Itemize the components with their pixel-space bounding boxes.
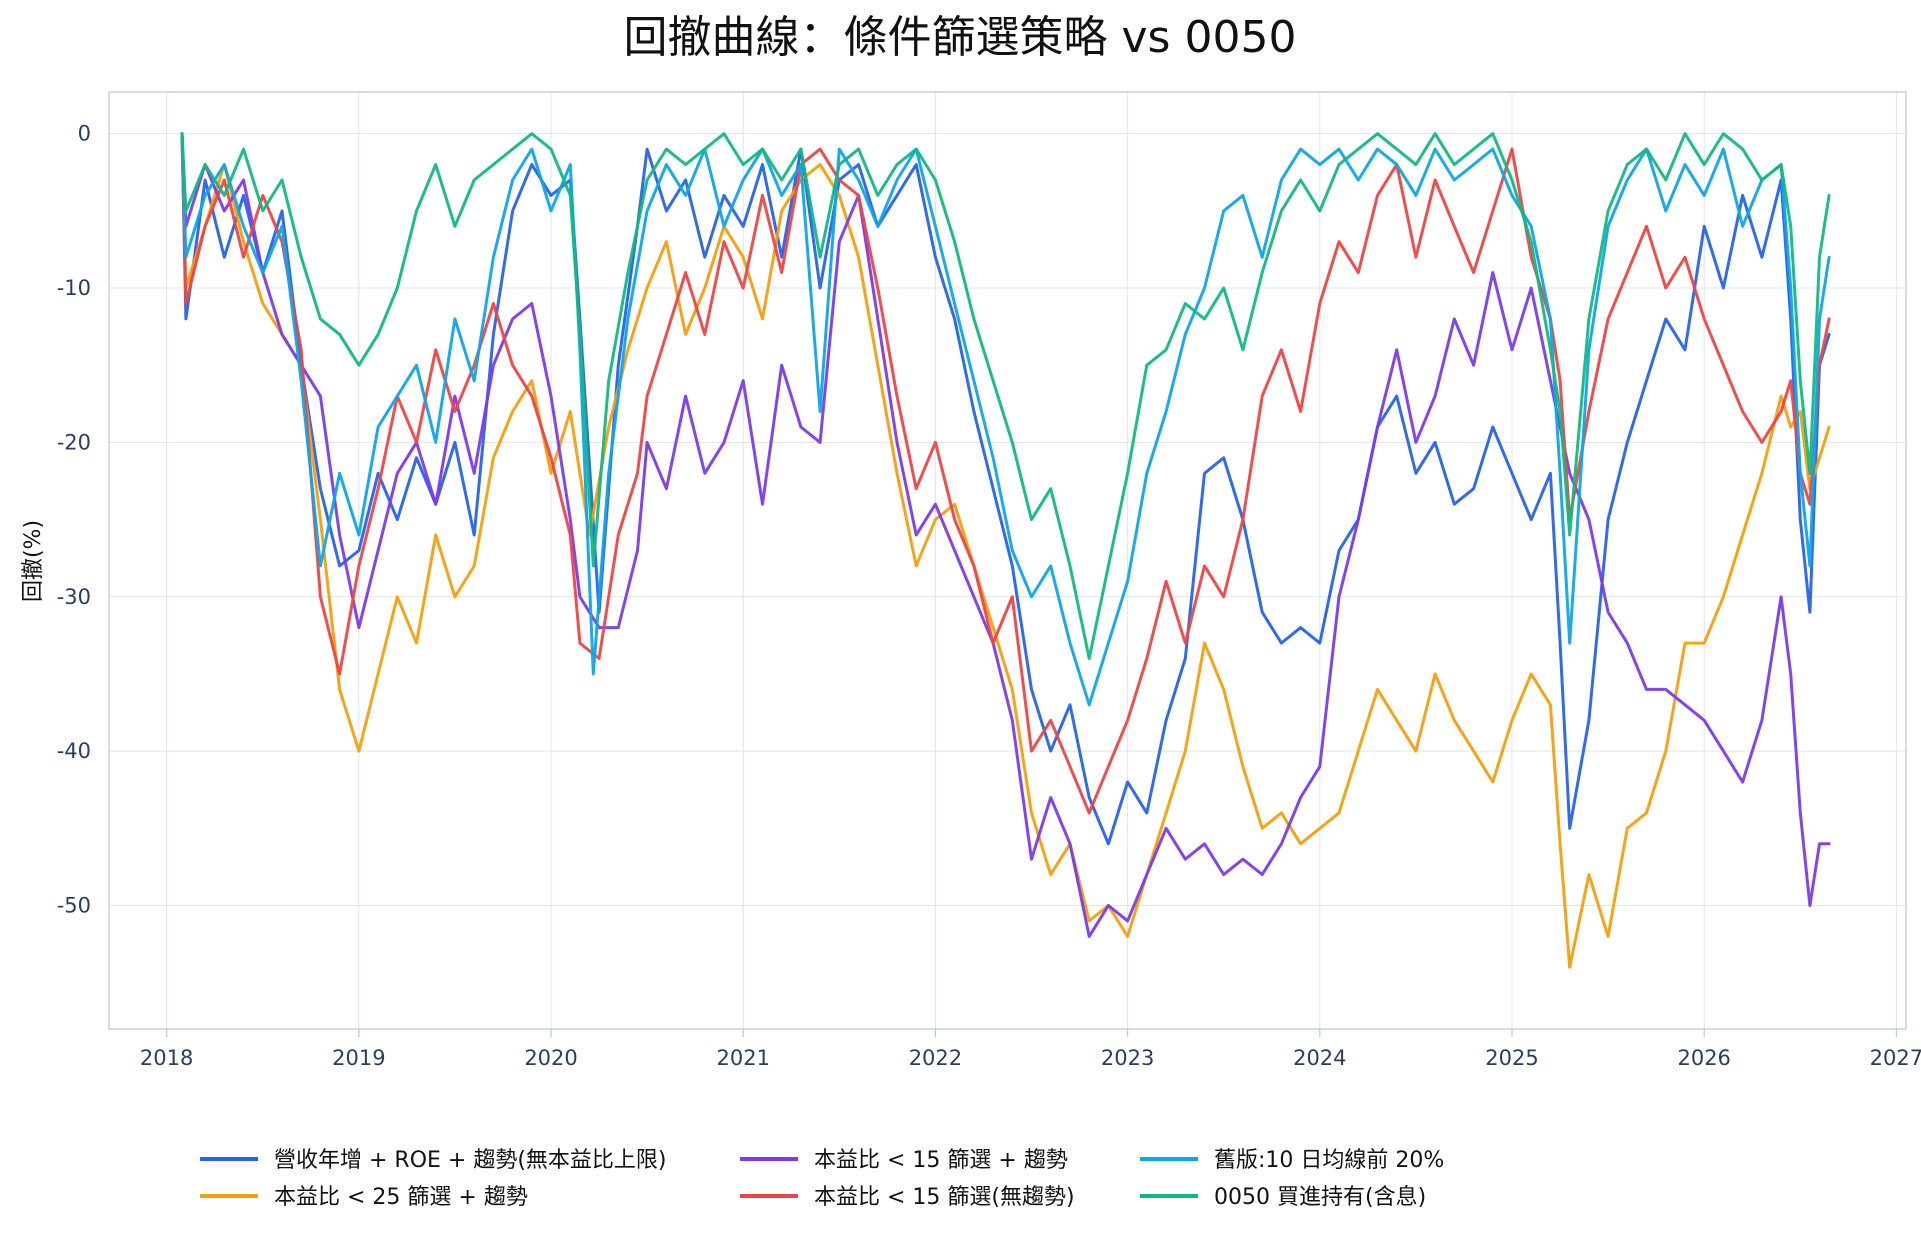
x-tick-label: 2027 <box>1870 1046 1921 1070</box>
y-tick-label: 0 <box>78 122 91 146</box>
legend-label: 營收年增 + ROE + 趨勢(無本益比上限) <box>274 1148 667 1173</box>
x-tick-label: 2022 <box>909 1046 962 1070</box>
legend-item[interactable]: 0050 買進持有(含息) <box>1140 1185 1426 1210</box>
series-line-6 <box>180 132 1831 660</box>
legend-label: 0050 買進持有(含息) <box>1214 1185 1426 1210</box>
y-tick-label: -40 <box>57 739 91 763</box>
legend-item[interactable]: 本益比 < 15 篩選 + 趨勢 <box>740 1148 1068 1173</box>
legend-label: 舊版:10 日均線前 20% <box>1214 1148 1444 1173</box>
x-tick-label: 2024 <box>1293 1046 1346 1070</box>
legend-label: 本益比 < 25 篩選 + 趨勢 <box>274 1185 528 1210</box>
x-tick-label: 2026 <box>1677 1046 1730 1070</box>
legend-item[interactable]: 舊版:10 日均線前 20% <box>1140 1148 1444 1173</box>
legend-item[interactable]: 本益比 < 15 篩選(無趨勢) <box>740 1185 1075 1210</box>
chart-title: 回撤曲線：條件篩選策略 vs 0050 <box>624 12 1297 63</box>
series-line-2 <box>180 132 1831 969</box>
series-layer <box>180 132 1831 969</box>
legend-item[interactable]: 營收年增 + ROE + 趨勢(無本益比上限) <box>200 1148 667 1173</box>
series-line-5 <box>180 132 1831 707</box>
y-tick-label: -30 <box>57 585 91 609</box>
y-tick-label: -50 <box>57 894 91 918</box>
x-tick-label: 2021 <box>717 1046 770 1070</box>
x-tick-label: 2020 <box>524 1046 577 1070</box>
y-axis-title: 回撤(%) <box>21 520 46 602</box>
legend[interactable]: 營收年增 + ROE + 趨勢(無本益比上限) 本益比 < 25 篩選 + 趨勢 本… <box>200 1148 1444 1210</box>
y-tick-label: -10 <box>57 276 91 300</box>
x-tick-label: 2018 <box>140 1046 193 1070</box>
y-tick-label: -20 <box>57 430 91 454</box>
series-line-3 <box>180 132 1831 938</box>
series-line-1 <box>180 132 1831 846</box>
legend-label: 本益比 < 15 篩選 + 趨勢 <box>814 1148 1068 1173</box>
x-tick-label: 2025 <box>1485 1046 1538 1070</box>
series-line-4 <box>180 132 1831 815</box>
x-tick-label: 2019 <box>332 1046 385 1070</box>
legend-item[interactable]: 本益比 < 25 篩選 + 趨勢 <box>200 1185 528 1210</box>
x-tick-label: 2023 <box>1101 1046 1154 1070</box>
legend-label: 本益比 < 15 篩選(無趨勢) <box>814 1185 1075 1210</box>
grid-layer <box>109 92 1906 1029</box>
tick-layer: 0 -10 -20 -30 -40 -50 2018 2019 2020 2021 2022 2023… <box>57 122 1921 1070</box>
plot-frame <box>108 91 1907 1030</box>
